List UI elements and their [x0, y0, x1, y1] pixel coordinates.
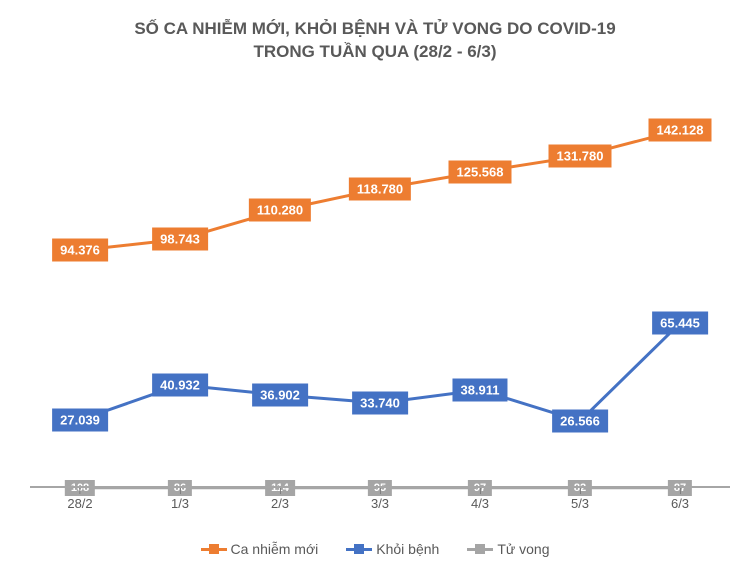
legend-item-recovered: Khỏi bệnh: [346, 541, 439, 557]
x-axis: 28/2 1/3 2/3 3/3 4/3 5/3 6/3: [30, 488, 730, 523]
chart-title: SỐ CA NHIỄM MỚI, KHỎI BỆNH VÀ TỬ VONG DO…: [0, 0, 750, 70]
x-tick: 5/3: [571, 488, 589, 511]
x-tick-label: 4/3: [471, 496, 489, 511]
x-tick: 3/3: [371, 488, 389, 511]
new_cases-marker: 131.780: [549, 145, 612, 168]
recovered-marker: 26.566: [552, 410, 608, 433]
legend-swatch-line: [467, 548, 493, 551]
x-tick-label: 6/3: [671, 496, 689, 511]
recovered-marker: 36.902: [252, 384, 308, 407]
x-tick-label: 3/3: [371, 496, 389, 511]
recovered-marker: 33.740: [352, 392, 408, 415]
title-line-2: TRONG TUẦN QUA (28/2 - 6/3): [20, 41, 730, 64]
legend-swatch-line: [346, 548, 372, 551]
legend-item-new_cases: Ca nhiễm mới: [201, 541, 319, 557]
legend-label: Tử vong: [497, 541, 549, 557]
new_cases-marker: 142.128: [649, 119, 712, 142]
x-tick-label: 2/3: [271, 496, 289, 511]
x-tick: 2/3: [271, 488, 289, 511]
new_cases-marker: 125.568: [449, 160, 512, 183]
x-tick: 6/3: [671, 488, 689, 511]
recovered-marker: 65.445: [652, 312, 708, 335]
legend: Ca nhiễm mới Khỏi bệnh Tử vong: [0, 541, 750, 557]
recovered-marker: 27.039: [52, 408, 108, 431]
x-tick-label: 1/3: [171, 496, 189, 511]
recovered-marker: 38.911: [452, 378, 507, 401]
line-layer: [30, 85, 730, 488]
legend-label: Khỏi bệnh: [376, 541, 439, 557]
x-tick: 1/3: [171, 488, 189, 511]
covid-weekly-chart: SỐ CA NHIỄM MỚI, KHỎI BỆNH VÀ TỬ VONG DO…: [0, 0, 750, 563]
legend-label: Ca nhiễm mới: [231, 541, 319, 557]
legend-swatch-square: [209, 544, 219, 554]
legend-swatch-square: [475, 544, 485, 554]
x-tick: 4/3: [471, 488, 489, 511]
recovered-marker: 40.932: [152, 373, 208, 396]
x-tick-label: 28/2: [67, 496, 92, 511]
x-tick-label: 5/3: [571, 496, 589, 511]
new_cases-marker: 98.743: [152, 228, 208, 251]
legend-swatch-square: [354, 544, 364, 554]
new_cases-marker: 118.780: [349, 177, 411, 200]
plot-area: 108861149597828727.03940.93236.90233.740…: [30, 85, 730, 488]
legend-item-deaths: Tử vong: [467, 541, 549, 557]
x-tick: 28/2: [67, 488, 92, 511]
title-line-1: SỐ CA NHIỄM MỚI, KHỎI BỆNH VÀ TỬ VONG DO…: [20, 18, 730, 41]
legend-swatch-line: [201, 548, 227, 551]
new_cases-marker: 110.280: [249, 199, 311, 222]
new_cases-marker: 94.376: [52, 239, 108, 262]
